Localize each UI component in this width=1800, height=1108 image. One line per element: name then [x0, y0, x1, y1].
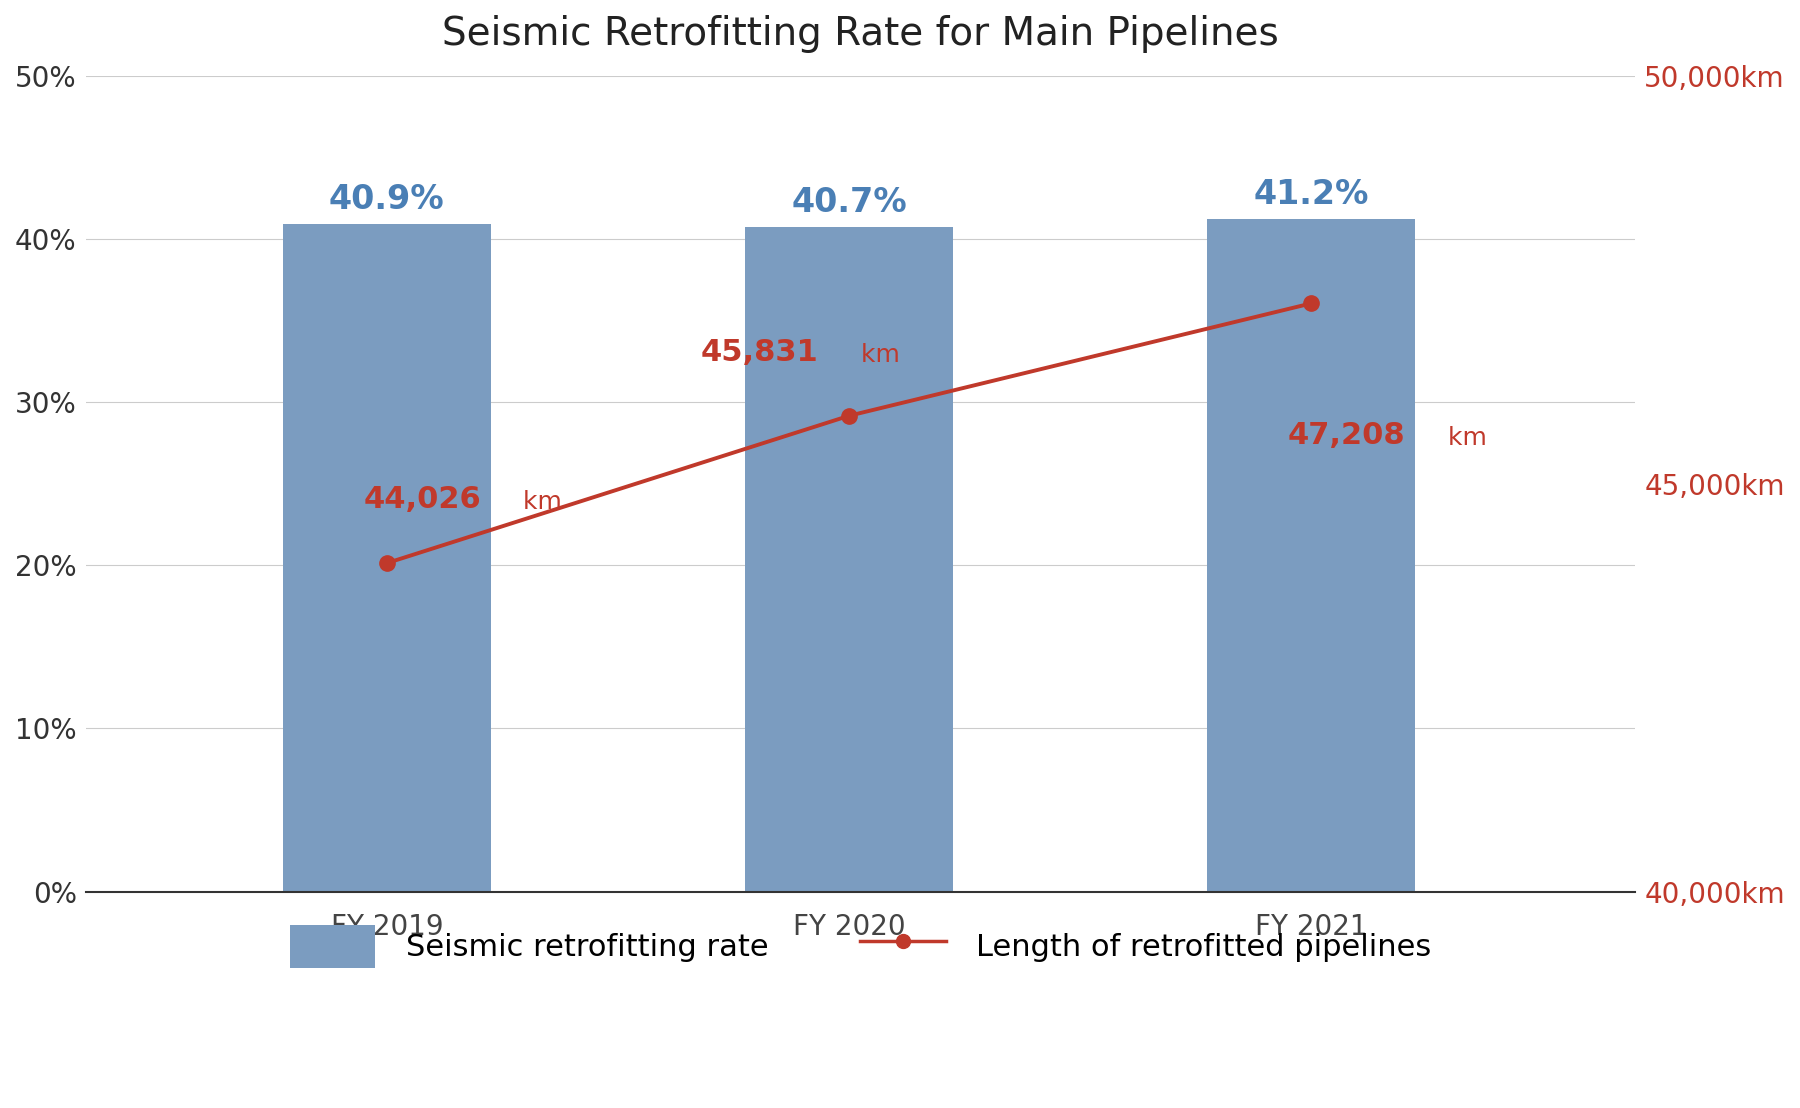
- Title: Seismic Retrofitting Rate for Main Pipelines: Seismic Retrofitting Rate for Main Pipel…: [443, 16, 1280, 53]
- Legend: Seismic retrofitting rate, Length of retrofitted pipelines: Seismic retrofitting rate, Length of ret…: [259, 894, 1462, 998]
- Bar: [283, 224, 491, 892]
- Bar: [745, 227, 952, 892]
- Text: 45,831: 45,831: [702, 338, 819, 367]
- Text: 40.7%: 40.7%: [792, 186, 907, 219]
- Text: 44,026: 44,026: [364, 485, 482, 514]
- Text: km: km: [515, 490, 562, 514]
- Text: 40.9%: 40.9%: [329, 183, 445, 216]
- Text: km: km: [853, 342, 900, 367]
- Text: km: km: [1440, 427, 1487, 450]
- Bar: [1208, 219, 1415, 892]
- Text: 47,208: 47,208: [1289, 421, 1406, 450]
- Text: 41.2%: 41.2%: [1253, 178, 1368, 211]
